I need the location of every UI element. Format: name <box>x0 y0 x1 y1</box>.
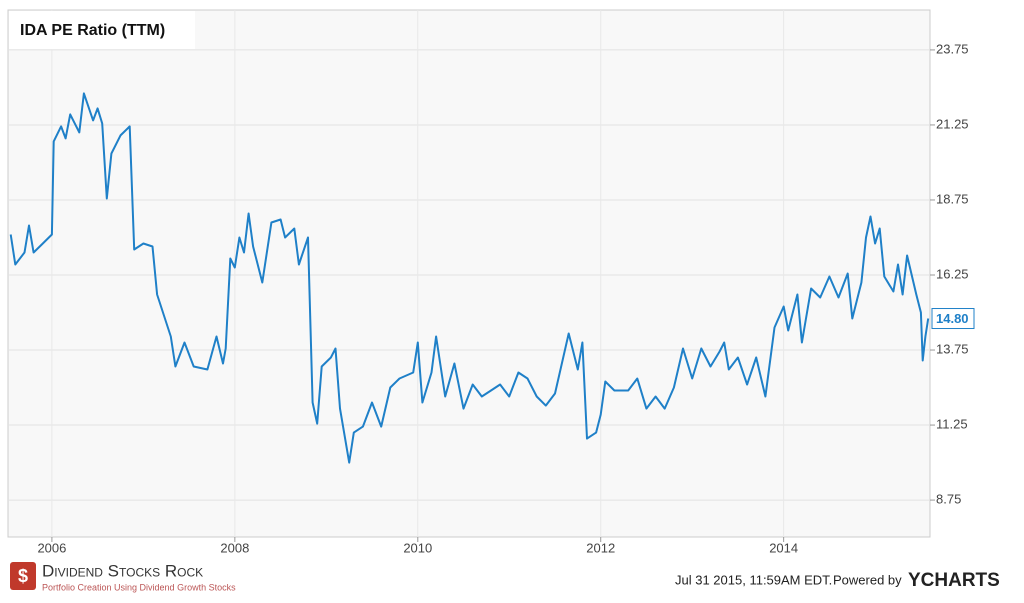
x-tick-label: 2012 <box>586 540 615 555</box>
x-tick-label: 2008 <box>220 540 249 555</box>
last-value-box <box>931 308 975 330</box>
lines <box>9 92 930 464</box>
logo: $ Dividend Stocks Rock Portfolio Creatio… <box>10 561 236 592</box>
y-tick-label: 23.75 <box>936 41 969 56</box>
y-tick-label: 13.75 <box>936 341 969 356</box>
powered-by: Powered by <box>833 572 902 587</box>
grid <box>8 10 930 537</box>
x-tick-label: 2014 <box>769 540 798 555</box>
y-tick-label: 8.75 <box>936 492 961 507</box>
plot-area <box>7 9 931 538</box>
data-line <box>9 92 930 464</box>
logo-symbol: $ <box>18 566 28 586</box>
y-tick-label: 11.25 <box>936 416 968 431</box>
provider: YCHARTS <box>908 570 1000 591</box>
timestamp: Jul 31 2015, 11:59AM EDT. <box>675 572 832 587</box>
last-value-label: 14.80 <box>936 311 969 326</box>
y-tick-label: 16.25 <box>936 266 969 281</box>
title-box <box>9 11 195 49</box>
brand: Dividend Stocks Rock <box>42 561 203 580</box>
x-tick-label: 2006 <box>37 540 66 555</box>
chart-title: IDA PE Ratio (TTM) <box>20 22 165 39</box>
x-tick-label: 2010 <box>403 540 432 555</box>
tagline: Portfolio Creation Using Dividend Growth… <box>42 582 236 592</box>
y-tick-label: 21.25 <box>936 116 969 131</box>
y-tick-label: 18.75 <box>936 191 969 206</box>
logo-icon <box>10 562 36 590</box>
